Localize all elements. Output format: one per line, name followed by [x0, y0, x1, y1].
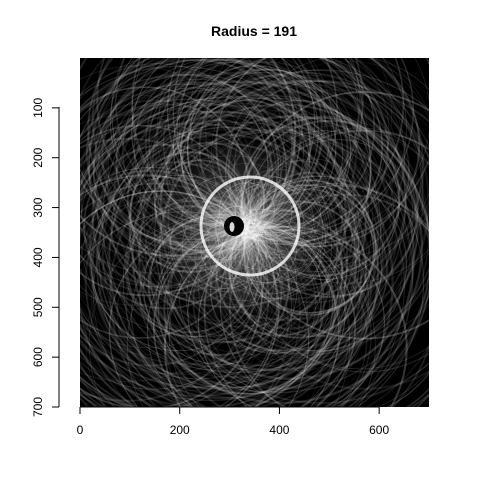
pattern-circle [80, 73, 359, 407]
pattern-circle [96, 94, 429, 407]
pattern-circle [80, 74, 378, 390]
pattern-circle [80, 176, 293, 407]
y-tick-label: 300 [31, 197, 45, 217]
pattern-circle [80, 95, 414, 407]
pattern-circle [102, 79, 429, 407]
pattern-circle [139, 109, 397, 367]
x-axis: 0 200 400 600 [77, 406, 389, 437]
pattern-circle [138, 79, 429, 407]
pattern-circle [80, 72, 384, 394]
y-tick-label: 400 [31, 247, 45, 267]
pattern-circle [89, 102, 385, 399]
pattern-circle [80, 110, 379, 407]
pattern-circle [91, 88, 347, 344]
chart-title: Radius = 191 [211, 23, 297, 39]
y-tick-label: 100 [31, 98, 45, 118]
pattern-circle [128, 81, 419, 372]
y-axis: 100 200 300 400 500 600 700 [31, 98, 60, 417]
pattern-circle [80, 66, 358, 407]
pattern-circle [80, 58, 424, 370]
pattern-circle [137, 90, 429, 383]
pattern-circle [80, 58, 371, 337]
pattern-circle [80, 122, 344, 407]
pattern-circle [80, 91, 360, 371]
pattern-circle [143, 80, 414, 352]
pattern-circle [80, 97, 384, 407]
pattern-circle [80, 103, 394, 407]
pattern-circle [80, 58, 373, 388]
pattern-circle [98, 126, 361, 389]
pattern-circle [107, 127, 376, 396]
pattern-circle [80, 98, 348, 407]
pattern-circle [112, 71, 369, 328]
x-tick-label: 400 [269, 423, 289, 437]
x-tick-label: 0 [77, 423, 84, 437]
y-tick-label: 500 [31, 297, 45, 317]
pattern-circle [80, 58, 382, 402]
y-tick-label: 700 [31, 397, 45, 417]
pattern-circle [90, 88, 429, 407]
pattern-circle [109, 128, 429, 407]
pattern-circle [108, 97, 429, 407]
pattern-circle [106, 58, 422, 333]
x-tick-label: 200 [170, 423, 190, 437]
pattern-circle [102, 58, 429, 394]
pattern-circle [122, 131, 425, 407]
y-tick-label: 600 [31, 347, 45, 367]
pattern-circle [80, 80, 415, 407]
pattern-circle [80, 76, 404, 407]
center-ring [199, 175, 301, 277]
pattern-circle [102, 123, 356, 378]
pattern-circle [127, 58, 429, 353]
pattern-circle [83, 112, 402, 407]
pattern-circle [80, 101, 338, 388]
pattern-circle [95, 58, 424, 356]
pattern-circle [80, 58, 394, 383]
pattern-circle [80, 81, 356, 397]
pattern-circle [88, 114, 365, 391]
center-spot [229, 222, 235, 232]
pattern-circle [96, 83, 349, 336]
pattern-circle [131, 103, 429, 404]
x-tick-label: 600 [369, 423, 389, 437]
pattern-circle [205, 58, 429, 259]
pattern-circle [80, 59, 344, 365]
pattern-circle [80, 58, 392, 407]
pattern-circle [91, 133, 357, 400]
y-tick-label: 200 [31, 147, 45, 167]
pattern-circle [80, 58, 406, 374]
pattern-circle [80, 121, 405, 407]
